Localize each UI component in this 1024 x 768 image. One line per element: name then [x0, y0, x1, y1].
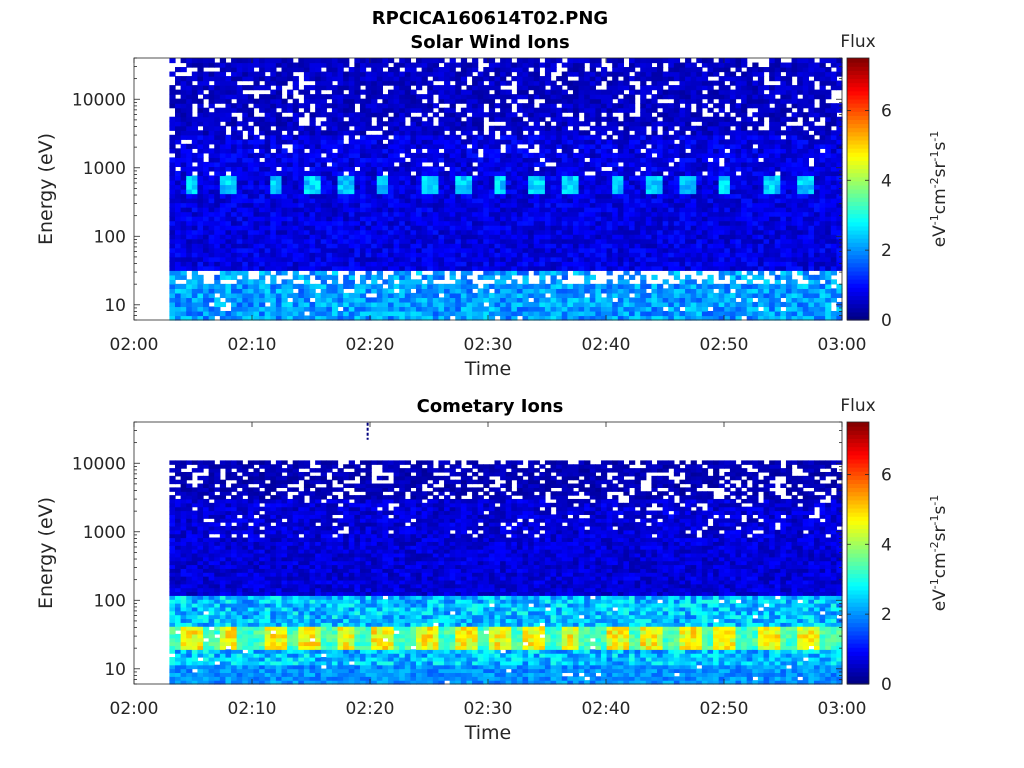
x-axis-label: Time: [464, 722, 512, 744]
colorbar-tick-label: 0: [881, 675, 892, 695]
x-tick-label: 02:30: [464, 335, 513, 355]
heatmap-cells: [169, 460, 843, 685]
x-tick-label: 03:00: [818, 699, 867, 719]
x-tick-label: 02:50: [700, 699, 749, 719]
colorbar: 0 2 4 6 Flux eV-1cm-2sr-1s-1: [840, 32, 950, 331]
figure-title: RPCICA160614T02.PNG: [371, 8, 609, 29]
x-tick-label: 02:50: [700, 335, 749, 355]
panel-title: Cometary Ions: [417, 396, 564, 417]
y-tick-label: 10: [104, 660, 126, 680]
colorbar-label: eV-1cm-2sr-1s-1: [928, 495, 950, 612]
x-tick-label: 02:00: [110, 335, 159, 355]
y-tick-label: 100: [94, 227, 126, 247]
x-tick-label: 02:00: [110, 699, 159, 719]
colorbar-frame: [846, 57, 870, 321]
x-tick-label: 02:40: [582, 335, 631, 355]
x-axis-label: Time: [464, 358, 512, 380]
x-tick-label: 02:40: [582, 699, 631, 719]
x-tick-label: 02:30: [464, 699, 513, 719]
colorbar-title: Flux: [840, 396, 875, 416]
colorbar-title: Flux: [840, 32, 875, 52]
heatmap-cells: [169, 58, 843, 321]
colorbar-tick-label: 4: [881, 535, 892, 555]
colorbar: 0 2 4 6 Flux eV-1cm-2sr-1s-1: [840, 396, 950, 695]
y-axis-label: Energy (eV): [35, 497, 57, 609]
colorbar-tick-label: 6: [881, 101, 892, 121]
colorbar-tick-label: 6: [881, 465, 892, 485]
y-tick-label: 1000: [83, 523, 126, 543]
x-tick-label: 02:10: [228, 335, 277, 355]
colorbar-tick-label: 4: [881, 171, 892, 191]
colorbar-label: eV-1cm-2sr-1s-1: [928, 131, 950, 248]
y-tick-label: 100: [94, 591, 126, 611]
x-tick-label: 02:20: [346, 335, 395, 355]
y-tick-label: 10000: [72, 454, 126, 474]
colorbar-tick-label: 2: [881, 241, 892, 261]
panel-solar-wind-ions: 02:00 02:10 02:20 02:30 02:40 02:50 03:00 10 100…: [35, 32, 950, 380]
colorbar-tick-label: 2: [881, 605, 892, 625]
panel-title: Solar Wind Ions: [410, 32, 569, 53]
y-tick-label: 10000: [72, 90, 126, 110]
colorbar-frame: [846, 421, 870, 685]
x-tick-label: 02:20: [346, 699, 395, 719]
y-tick-label: 10: [104, 296, 126, 316]
colorbar-tick-label: 0: [881, 311, 892, 331]
y-tick-label: 1000: [83, 159, 126, 179]
panel-cometary-ions: 02:00 02:10 02:20 02:30 02:40 02:50 03:00 10 100…: [35, 396, 950, 744]
x-tick-label: 03:00: [818, 335, 867, 355]
x-tick-label: 02:10: [228, 699, 277, 719]
y-axis-label: Energy (eV): [35, 133, 57, 245]
